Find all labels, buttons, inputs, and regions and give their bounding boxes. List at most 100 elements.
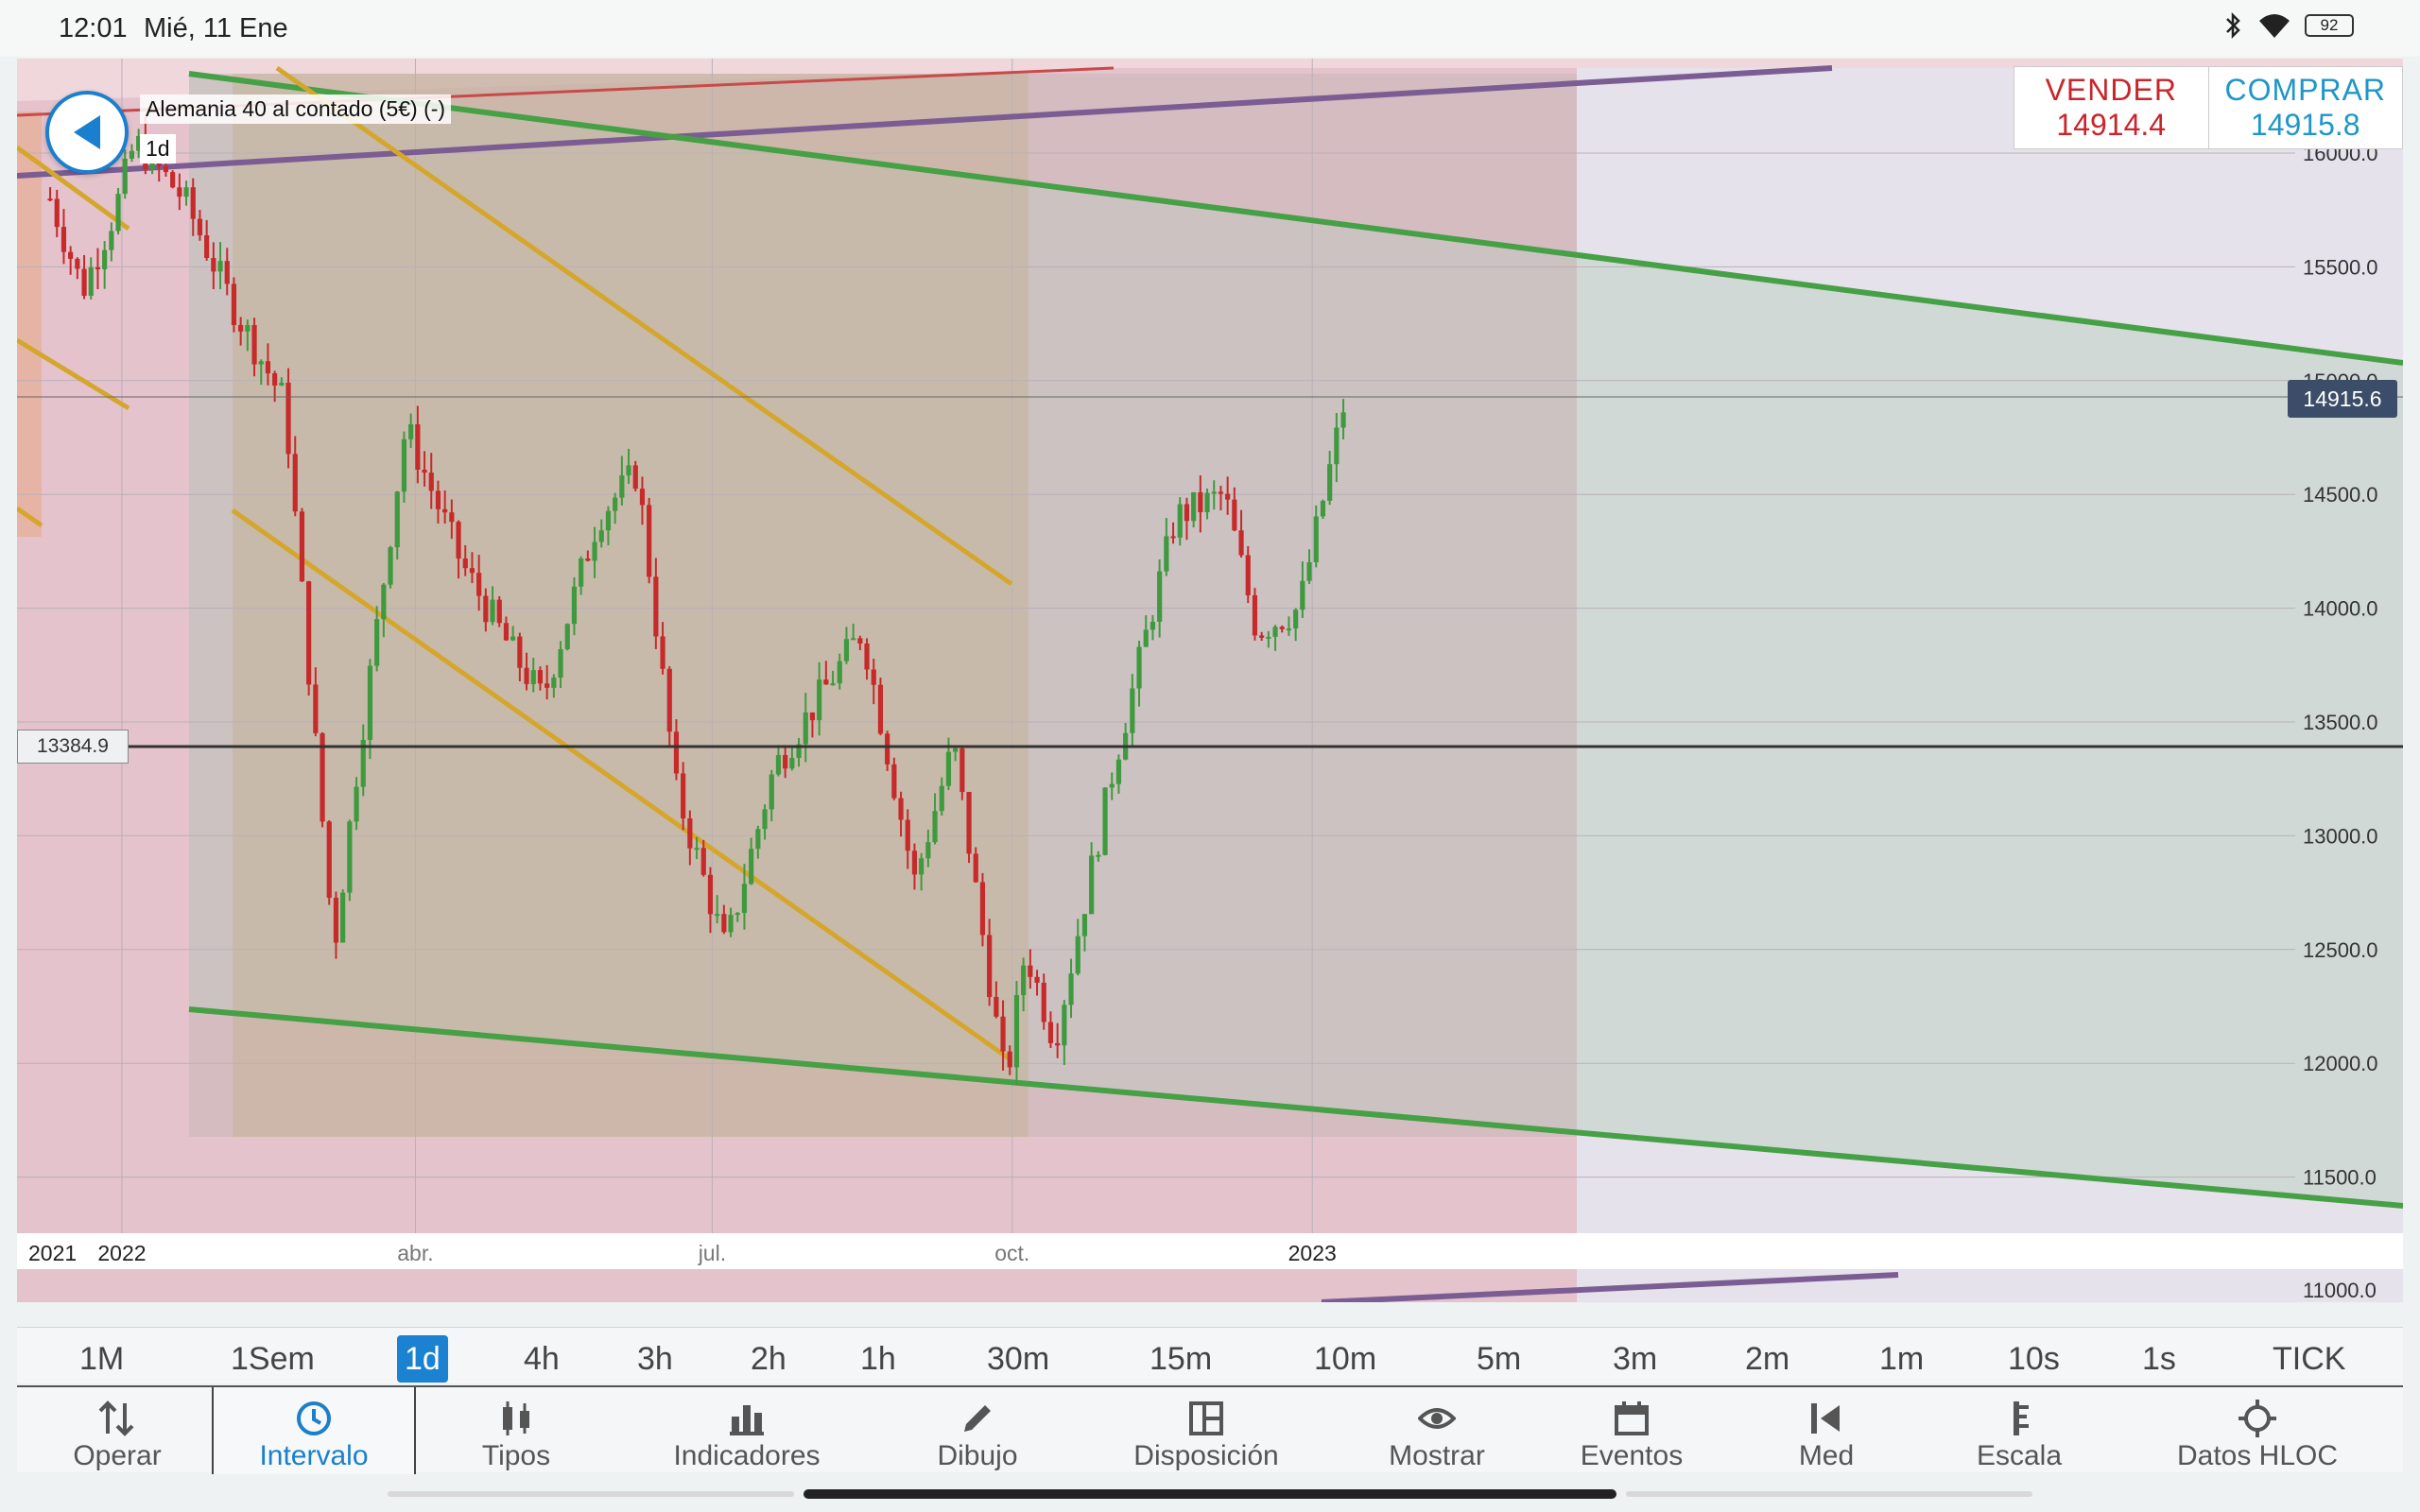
interval-option-30m[interactable]: 30m [987,1341,1050,1377]
candle-down [1047,1022,1054,1043]
candle-down [503,623,510,641]
candle-down [442,508,448,513]
candle-down [1225,493,1231,500]
nav-intervalo-button[interactable]: Intervalo [212,1387,416,1474]
interval-option-tick[interactable]: TICK [2273,1341,2346,1377]
fork-left-b [17,506,43,528]
back-button[interactable] [45,91,129,174]
candle-down [272,373,278,386]
interval-option-1sem[interactable]: 1Sem [231,1341,315,1377]
candle-up [919,858,925,875]
candle-down [537,670,544,684]
nav-dibujo-button[interactable]: Dibujo [883,1387,1072,1474]
chart-canvas[interactable]: 11500.0 12000.0 12500.0 13000.0 13500.0 14000… [17,59,2403,1302]
candle-down [885,733,890,765]
region-top-red [17,59,2403,101]
candle-down [60,227,67,252]
candle-down [456,522,461,559]
candle-down [231,284,237,325]
candle-down [639,489,646,506]
nav-med-button[interactable]: Med [1732,1387,1921,1474]
interval-option-3m[interactable]: 3m [1613,1341,1658,1377]
gesture-bar[interactable] [804,1489,1616,1499]
candle-up [530,670,536,684]
nav-mostrar-button[interactable]: Mostrar [1342,1387,1531,1474]
y-tick-label: 14500.0 [2303,483,2378,507]
interval-option-15m[interactable]: 15m [1150,1341,1213,1377]
nav-datos-hloc-button[interactable]: Datos HLOC [2163,1387,2352,1474]
nav-indicadores-button[interactable]: Indicadores [652,1387,841,1474]
back-arrow-icon [74,115,100,149]
interval-option-1s[interactable]: 1s [2142,1341,2176,1377]
candle-down [871,669,876,685]
candle-down [681,773,686,819]
interval-option-2m[interactable]: 2m [1745,1341,1790,1377]
interval-option-1h[interactable]: 1h [860,1341,896,1377]
candle-up [354,786,359,822]
status-date: Mié, 11 Ene [144,13,288,43]
sell-price: 14914.4 [2056,108,2167,142]
candle-up [1293,610,1299,629]
candle-down [1252,594,1258,636]
candle-up [558,648,563,678]
interval-option-4h[interactable]: 4h [524,1341,560,1377]
interval-option-10m[interactable]: 10m [1314,1341,1377,1377]
candle-up [925,842,931,859]
y-tick-11000: 11000.0 [2303,1279,2377,1302]
nav-disposición-button[interactable]: Disposición [1112,1387,1301,1474]
buy-button[interactable]: COMPRAR 14915.8 [2209,67,2403,148]
candle-down [966,792,972,854]
price-chart[interactable]: 11500.0 12000.0 12500.0 13000.0 13500.0 14000… [17,59,2403,1302]
candle-up [1164,536,1169,572]
nav-tipos-button[interactable]: Tipos [422,1387,611,1474]
candle-up [728,915,734,933]
interval-option-3h[interactable]: 3h [637,1341,673,1377]
candle-up [258,361,264,365]
nav-operar-button[interactable]: Operar [23,1387,212,1474]
candle-up [613,497,618,511]
nav-eventos-button[interactable]: Eventos [1537,1387,1726,1474]
nav-label: Tipos [481,1440,551,1471]
candle-up [953,748,959,752]
candle-up [360,739,366,787]
interval-option-1m[interactable]: 1m [1879,1341,1925,1377]
interval-option-5m[interactable]: 5m [1477,1341,1522,1377]
pencil-icon [959,1397,996,1440]
trendline-purple-bottom [1321,1272,1899,1302]
candle-down [1232,499,1237,531]
candle-up [381,584,387,620]
candle-down [204,235,210,258]
candle-down [660,636,666,669]
interval-option-1m[interactable]: 1M [79,1341,125,1377]
candle-down [197,218,203,236]
candle-down [891,764,897,799]
candle-up [279,382,285,386]
candle-down [1170,536,1176,539]
candle-up [1204,492,1210,513]
nav-label: Operar [73,1440,162,1471]
wifi-icon [2259,14,2290,38]
interval-option-1d[interactable]: 1d [397,1335,448,1383]
nav-escala-button[interactable]: Escala [1925,1387,2114,1474]
candle-down [483,595,489,623]
bottom-toolbar: Operar Intervalo Tipos Indicadores Dibujo Dis… [17,1385,2403,1474]
horizontal-line-tag[interactable]: 13384.9 [17,730,129,764]
instrument-name: Alemania 40 al contado (5€) (-) [140,94,452,124]
interval-selector: 1M 1Sem 1d 4h 3h 2h 1h 30m 15m 10m 5m 3m 2m 1m 10s 1s TI… [17,1327,2403,1383]
candle-up [1089,855,1095,915]
candle-down [469,568,475,574]
last-price-tag: 14915.6 [2288,380,2397,418]
candle-down [1259,635,1265,638]
region-tan [233,74,1028,1137]
candle-down [1007,1051,1012,1068]
nav-label: Dibujo [937,1440,1018,1471]
candle-up [1075,936,1080,974]
candle-down [517,636,523,668]
sell-button[interactable]: VENDER 14914.4 [2014,67,2209,148]
fork-bottom [231,507,1013,1063]
interval-option-10s[interactable]: 10s [2008,1341,2060,1377]
candle-up [1102,787,1108,855]
candle-up [367,665,373,740]
interval-option-2h[interactable]: 2h [751,1341,786,1377]
candle-down [1000,1016,1006,1052]
